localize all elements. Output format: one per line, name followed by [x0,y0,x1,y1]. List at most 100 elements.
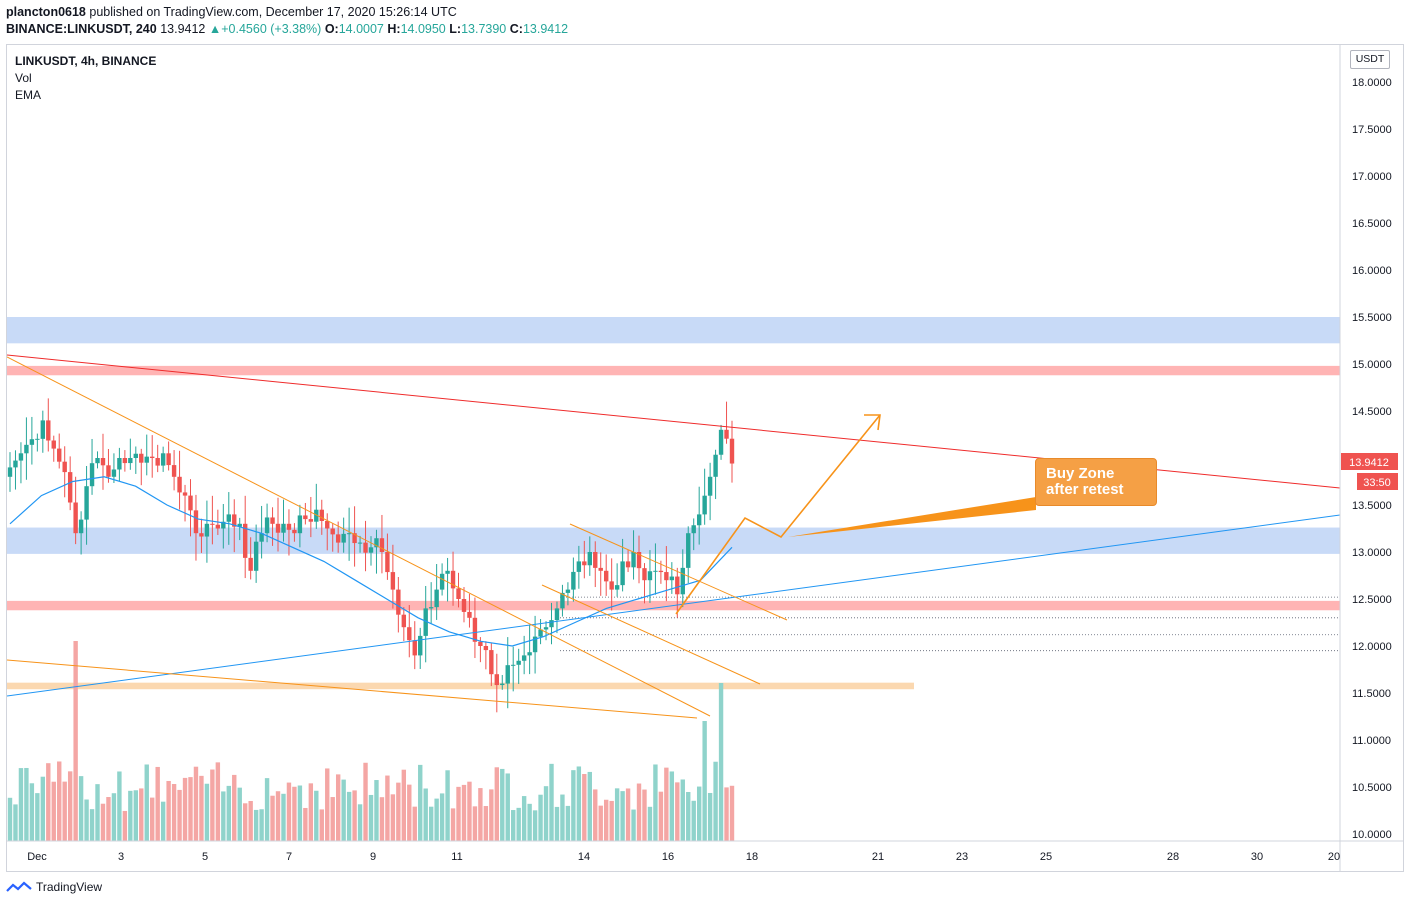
candle-body [565,589,571,593]
candle-body [242,523,248,558]
volume-bar [215,762,221,841]
volume-bar [188,777,193,841]
candle-body [467,611,472,618]
candle-body [139,453,144,463]
candle-body [483,646,489,651]
time-tick-label: 7 [286,851,292,863]
candle-body [675,576,680,595]
candle-body [57,448,62,462]
candle-body [171,465,177,477]
volume-bar [363,762,368,841]
price-tick-label: 15.0000 [1352,359,1392,371]
volume-bar [325,768,330,841]
candle-body [707,476,713,496]
candle-body [374,538,379,548]
volume-bar [521,796,527,841]
projection-path [675,414,881,615]
high-label: H: [387,22,401,36]
candle-body [29,439,35,445]
candle-body [368,547,374,553]
candle-body [51,440,56,449]
volume-bar [603,799,609,841]
time-tick-label: 16 [662,851,674,863]
price-tick-label: 16.5000 [1352,218,1392,230]
volume-bar [516,807,521,841]
volume-bar [73,641,78,841]
chart-frame[interactable] [6,44,1404,872]
symbol-line: BINANCE:LINKUSDT, 240 [6,22,157,36]
volume-bar [368,794,374,841]
candle-body [352,533,357,544]
candle-body [303,515,308,520]
volume-bar [84,799,89,841]
volume-bar [450,808,456,841]
legend-ema[interactable]: EMA [15,88,42,102]
volume-bar [702,721,707,841]
volume-bar [428,806,434,841]
orange-channel-bottom [541,584,761,685]
volume-bar [144,764,149,841]
volume-bar [560,794,565,841]
volume-bar [226,785,231,841]
candle-body [609,581,614,590]
volume-bar [472,806,478,841]
volume-bar [489,789,494,841]
volume-bar [150,797,155,841]
candle-body [259,533,264,542]
price-tick-label: 12.5000 [1352,594,1392,606]
resistance-zone-blue [7,317,1340,344]
candle-body [95,458,100,464]
time-tick-label: 25 [1040,851,1052,863]
volume-bar [549,763,554,841]
candle-body [653,570,658,572]
volume-bar [346,791,352,841]
candle-body [505,665,510,684]
price-tick-label: 10.5000 [1352,782,1392,794]
volume-bar [686,791,691,841]
candle-body [729,438,735,464]
callout-pointer [788,497,1036,537]
countdown-label: 33:50 [1363,477,1391,489]
candle-body [625,561,631,568]
candle-body [614,585,620,590]
volume-bar [483,806,489,841]
candle-body [341,533,346,543]
candle-body [314,509,319,522]
candle-body [144,456,149,463]
volume-bar [57,761,62,841]
volume-bar [292,786,297,841]
legend-vol[interactable]: Vol [15,71,32,85]
candle-body [500,683,505,686]
candle-body [122,458,128,464]
candle-body [516,660,521,665]
candle-body [199,533,204,537]
last-price-marker: 13.9412 33:50 [1341,453,1398,490]
candle-body [24,444,29,454]
volume-bar [281,793,286,841]
volume-bar [122,810,128,841]
footer-brand[interactable]: TradingView [6,880,102,894]
candle-body [390,572,396,590]
volume-bar [62,781,67,841]
callout-line-1: Buy Zone [1046,465,1115,482]
volume-bar [155,766,160,841]
candle-body [696,514,702,526]
volume-bar [303,807,308,841]
candle-body [593,552,598,568]
legend-symbol[interactable]: LINKUSDT, 4h, BINANCE [15,54,157,68]
tradingview-logo-icon [6,881,32,892]
author-name[interactable]: plancton0618 [6,5,86,19]
callout-line-2: after retest [1046,481,1124,498]
candle-body [221,521,226,529]
volume-bar [494,767,500,841]
candle-body [582,561,587,566]
candle-body [226,514,231,522]
support-zone-orange [7,682,914,690]
volume-bar [412,806,417,841]
candle-body [155,458,160,466]
volume-bar [128,790,133,841]
candle-body [461,599,467,612]
currency-badge[interactable]: USDT [1350,50,1390,69]
volume-bar [505,773,510,841]
